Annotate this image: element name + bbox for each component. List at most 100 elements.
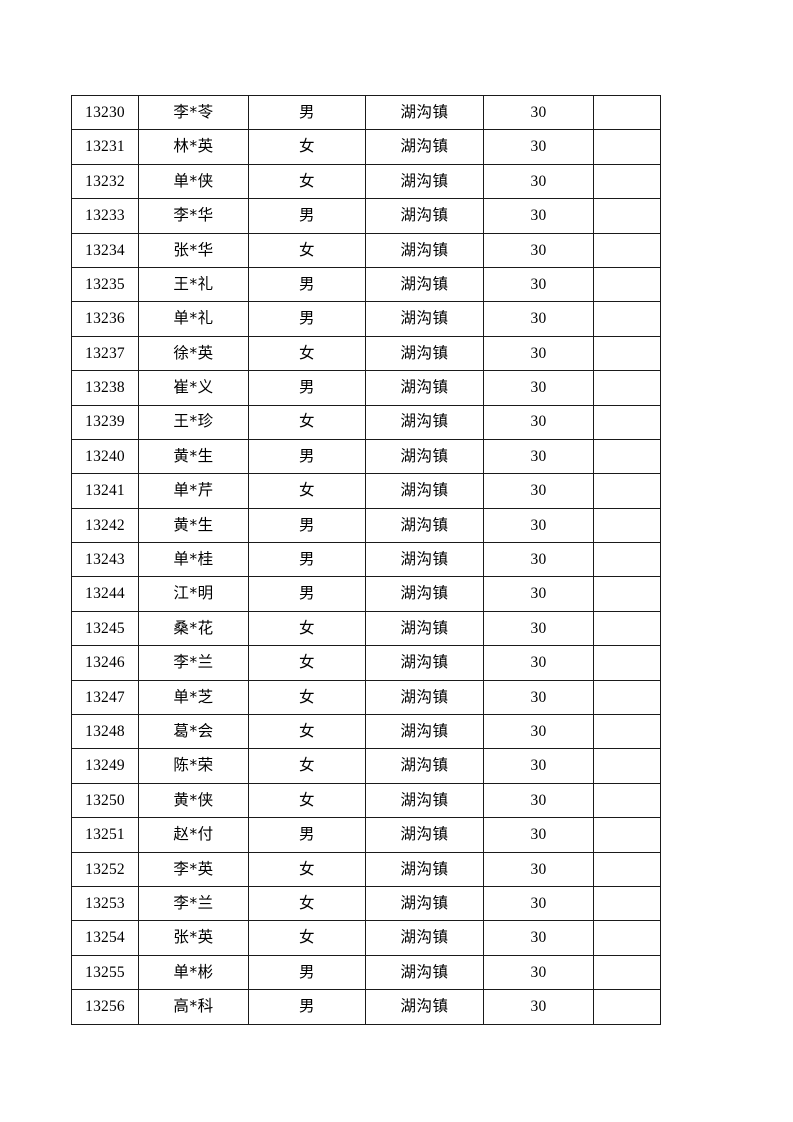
cell-gender: 男 [248,542,366,578]
cell-blank [593,920,661,956]
cell-town: 湖沟镇 [365,129,484,165]
cell-score: 30 [483,438,594,475]
cell-score: 30 [483,679,594,716]
cell-score: 30 [483,748,594,784]
cell-name: 单*礼 [138,301,249,337]
cell-name: 高*科 [138,989,249,1025]
table-row: 13243 单*桂男湖沟镇 30 [71,542,661,578]
cell-gender: 女 [248,851,366,887]
cell-score: 30 [483,542,594,578]
cell-score: 30 [483,645,594,681]
cell-blank [593,129,661,165]
cell-gender: 女 [248,473,366,509]
table-row: 13238 崔*义男湖沟镇 30 [71,370,661,406]
cell-town: 湖沟镇 [365,576,484,612]
table-row: 13254 张*英女湖沟镇 30 [71,920,661,956]
cell-score: 30 [483,404,594,440]
table-row: 13249 陈*荣女湖沟镇 30 [71,748,661,784]
cell-id: 13250 [71,782,139,819]
cell-id: 13233 [71,198,139,234]
table-row: 13231 林*英女湖沟镇 30 [71,129,661,165]
cell-blank [593,301,661,337]
cell-gender: 男 [248,438,366,475]
cell-town: 湖沟镇 [365,610,484,647]
cell-town: 湖沟镇 [365,94,484,131]
table-row: 13255 单*彬男湖沟镇 30 [71,954,661,991]
cell-score: 30 [483,129,594,165]
table-row: 13252 李*英女湖沟镇 30 [71,851,661,887]
cell-town: 湖沟镇 [365,989,484,1025]
cell-blank [593,507,661,544]
cell-name: 单*桂 [138,542,249,578]
cell-id: 13242 [71,507,139,544]
cell-gender: 女 [248,679,366,716]
cell-name: 单*芝 [138,679,249,716]
cell-town: 湖沟镇 [365,920,484,956]
cell-score: 30 [483,851,594,887]
cell-town: 湖沟镇 [365,782,484,819]
cell-score: 30 [483,163,594,200]
cell-blank [593,645,661,681]
cell-blank [593,610,661,647]
cell-blank [593,473,661,509]
cell-score: 30 [483,920,594,956]
cell-score: 30 [483,714,594,750]
cell-name: 李*兰 [138,885,249,922]
cell-name: 徐*英 [138,335,249,372]
cell-id: 13238 [71,370,139,406]
cell-id: 13239 [71,404,139,440]
cell-name: 葛*会 [138,714,249,750]
cell-town: 湖沟镇 [365,542,484,578]
cell-score: 30 [483,266,594,303]
cell-id: 13251 [71,817,139,853]
cell-blank [593,335,661,372]
cell-score: 30 [483,954,594,991]
cell-id: 13230 [71,94,139,131]
table-row: 13232 单*侠女湖沟镇 30 [71,163,661,200]
cell-id: 13231 [71,129,139,165]
cell-name: 黄*生 [138,438,249,475]
cell-blank [593,542,661,578]
cell-town: 湖沟镇 [365,232,484,268]
cell-gender: 男 [248,576,366,612]
cell-blank [593,163,661,200]
cell-gender: 女 [248,920,366,956]
table-row: 13256 高*科男湖沟镇 30 [71,989,661,1025]
cell-name: 李*英 [138,851,249,887]
cell-gender: 女 [248,714,366,750]
cell-score: 30 [483,885,594,922]
cell-blank [593,370,661,406]
cell-gender: 男 [248,507,366,544]
cell-blank [593,954,661,991]
table-row: 13241 单*芹女湖沟镇 30 [71,473,661,509]
cell-score: 30 [483,335,594,372]
cell-town: 湖沟镇 [365,748,484,784]
cell-score: 30 [483,370,594,406]
table-row: 13242 黄*生男湖沟镇 30 [71,507,661,544]
cell-gender: 男 [248,954,366,991]
cell-blank [593,438,661,475]
cell-gender: 女 [248,163,366,200]
cell-blank [593,748,661,784]
cell-town: 湖沟镇 [365,954,484,991]
cell-id: 13247 [71,679,139,716]
cell-name: 林*英 [138,129,249,165]
cell-town: 湖沟镇 [365,645,484,681]
cell-id: 13240 [71,438,139,475]
table-row: 13230 李*苓男湖沟镇 30 [71,94,661,131]
cell-score: 30 [483,473,594,509]
cell-name: 单*芹 [138,473,249,509]
cell-name: 黄*生 [138,507,249,544]
table-row: 13246 李*兰女湖沟镇 30 [71,645,661,681]
cell-id: 13252 [71,851,139,887]
cell-score: 30 [483,507,594,544]
cell-gender: 男 [248,198,366,234]
cell-score: 30 [483,817,594,853]
table-row: 13248 葛*会女湖沟镇 30 [71,714,661,750]
cell-town: 湖沟镇 [365,851,484,887]
cell-gender: 女 [248,748,366,784]
table-row: 13250 黄*侠女湖沟镇 30 [71,782,661,819]
cell-town: 湖沟镇 [365,266,484,303]
cell-gender: 女 [248,645,366,681]
